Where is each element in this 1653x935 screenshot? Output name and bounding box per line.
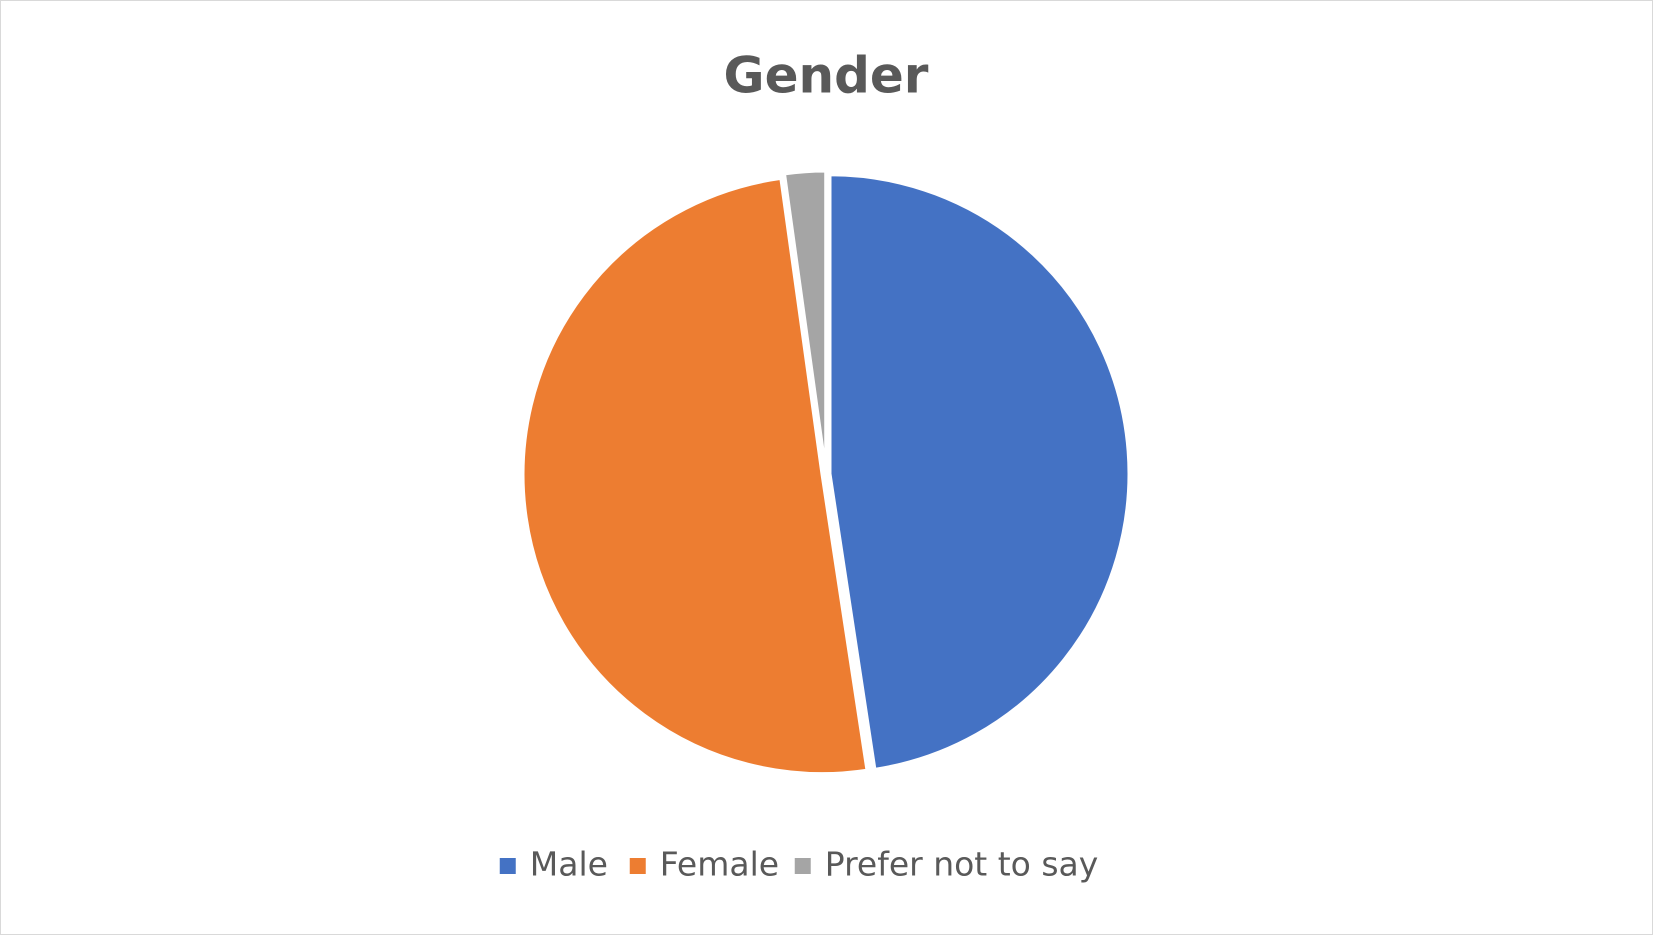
legend-swatch [629, 858, 646, 874]
legend-swatch [499, 858, 516, 874]
legend-label: Prefer not to say [825, 845, 1099, 884]
chart-title: Gender [724, 47, 929, 105]
pie-slice [782, 169, 828, 471]
legend-label: Male [530, 845, 608, 884]
legend-swatch [794, 858, 811, 874]
pie-slice [521, 176, 869, 776]
pie-slice [828, 173, 1131, 772]
legend-label: Female [660, 845, 779, 884]
